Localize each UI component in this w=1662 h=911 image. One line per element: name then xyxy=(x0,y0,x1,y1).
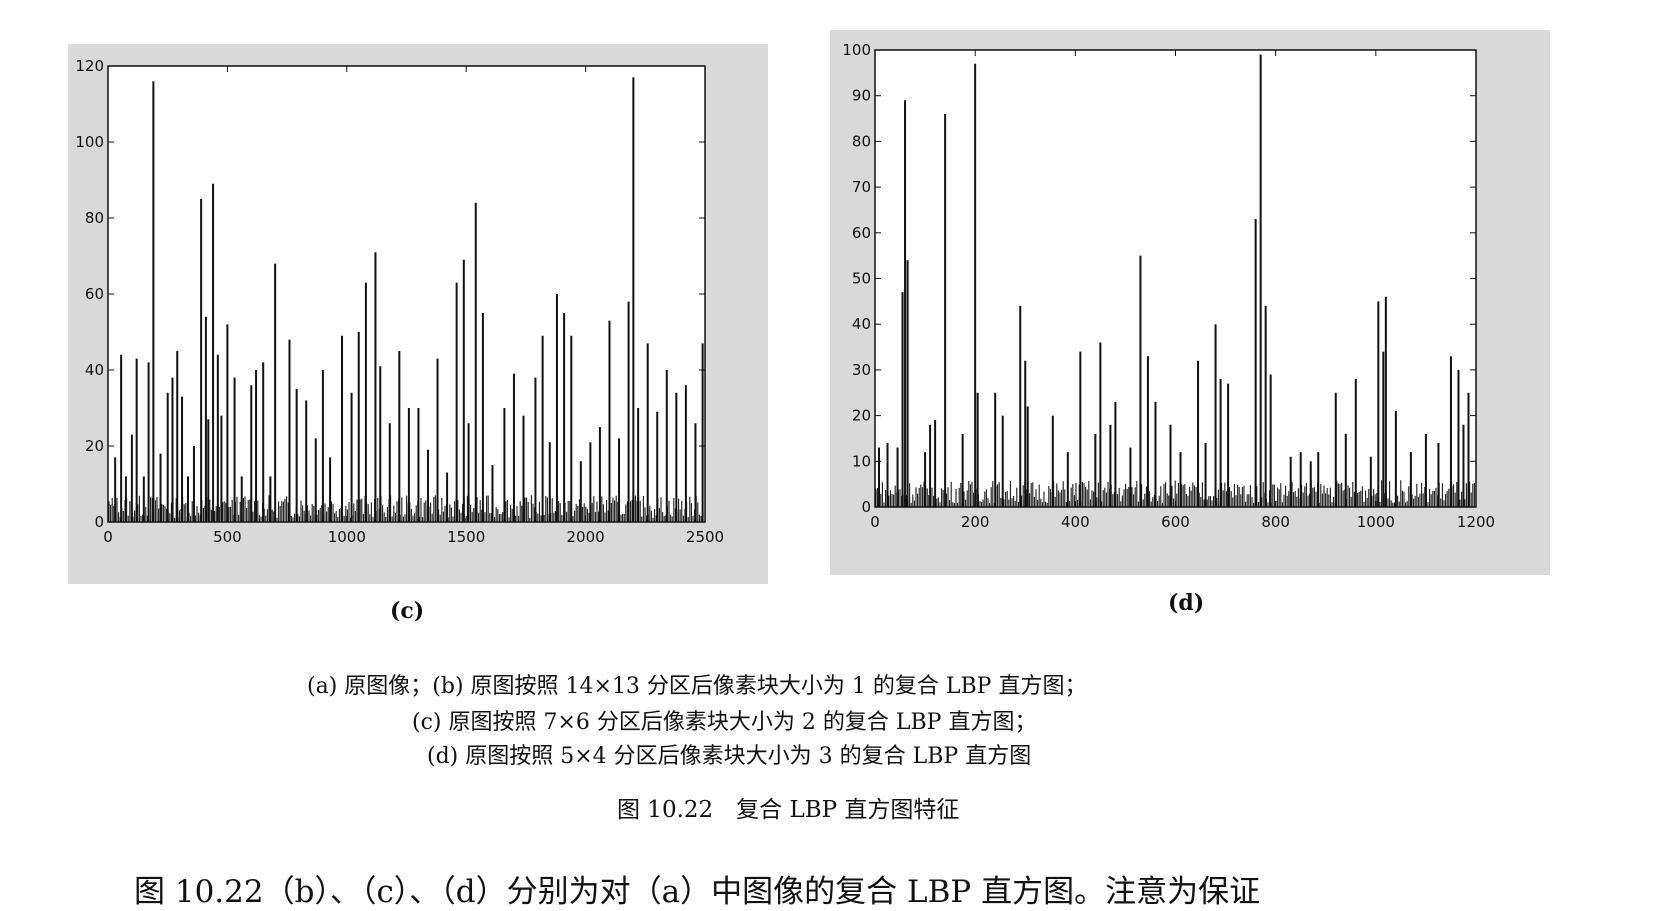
x-tick-label: 1200 xyxy=(1457,513,1495,531)
x-tick-label: 1500 xyxy=(447,528,485,546)
x-tick-label: 1000 xyxy=(328,528,366,546)
y-tick-label: 50 xyxy=(852,270,871,288)
x-tick-label: 2000 xyxy=(567,528,605,546)
y-tick-label: 40 xyxy=(852,315,871,333)
caption-line-c: (c) 原图按照 7×6 分区后像素块大小为 2 的复合 LBP 直方图； xyxy=(412,710,1037,735)
x-tick-label: 2500 xyxy=(686,528,724,546)
y-tick-label: 20 xyxy=(85,437,104,455)
y-tick-label: 30 xyxy=(852,361,871,379)
histogram-chart-c: 0 20 40 60 80 100 120 0 500 1000 1500 2000 2500 xyxy=(75,57,724,546)
histogram-panel-d: 0 10 20 30 40 50 60 70 80 90 100 0 200 400 600 800 1000 1… xyxy=(830,30,1550,575)
x-tick-label: 200 xyxy=(961,513,990,531)
y-tick-label: 40 xyxy=(85,361,104,379)
subfigure-label-d: (d) xyxy=(1168,590,1205,616)
y-tick-label: 100 xyxy=(75,133,104,151)
x-tick-label: 1000 xyxy=(1357,513,1395,531)
y-tick-label: 120 xyxy=(75,57,104,75)
x-tick-label: 600 xyxy=(1161,513,1190,531)
caption-line-a-b: (a) 原图像；(b) 原图按照 14×13 分区后像素块大小为 1 的复合 L… xyxy=(307,674,1087,699)
y-tick-label: 0 xyxy=(861,498,871,516)
x-tick-label: 500 xyxy=(213,528,242,546)
figure-title: 图 10.22 复合 LBP 直方图特征 xyxy=(617,797,960,823)
caption-line-d: (d) 原图按照 5×4 分区后像素块大小为 3 的复合 LBP 直方图 xyxy=(427,744,1032,769)
y-tick-label: 80 xyxy=(852,132,871,150)
y-tick-label: 70 xyxy=(852,178,871,196)
y-tick-label: 90 xyxy=(852,87,871,105)
y-tick-label: 80 xyxy=(85,209,104,227)
x-tick-label: 800 xyxy=(1261,513,1290,531)
subfigure-label-c: (c) xyxy=(390,598,425,624)
y-tick-label: 60 xyxy=(85,285,104,303)
x-tick-label: 0 xyxy=(103,528,113,546)
plot-area xyxy=(108,66,705,522)
y-tick-label: 100 xyxy=(842,41,871,59)
body-text-line: 图 10.22（b）、（c）、（d）分别为对（a）中图像的复合 LBP 直方图。… xyxy=(134,874,1261,910)
y-tick-label: 20 xyxy=(852,407,871,425)
x-tick-label: 400 xyxy=(1061,513,1090,531)
histogram-panel-c: 0 20 40 60 80 100 120 0 500 1000 1500 2000 2500 xyxy=(68,44,768,584)
y-tick-label: 60 xyxy=(852,224,871,242)
y-tick-label: 0 xyxy=(94,513,104,531)
x-tick-label: 0 xyxy=(870,513,880,531)
y-tick-label: 10 xyxy=(852,452,871,470)
